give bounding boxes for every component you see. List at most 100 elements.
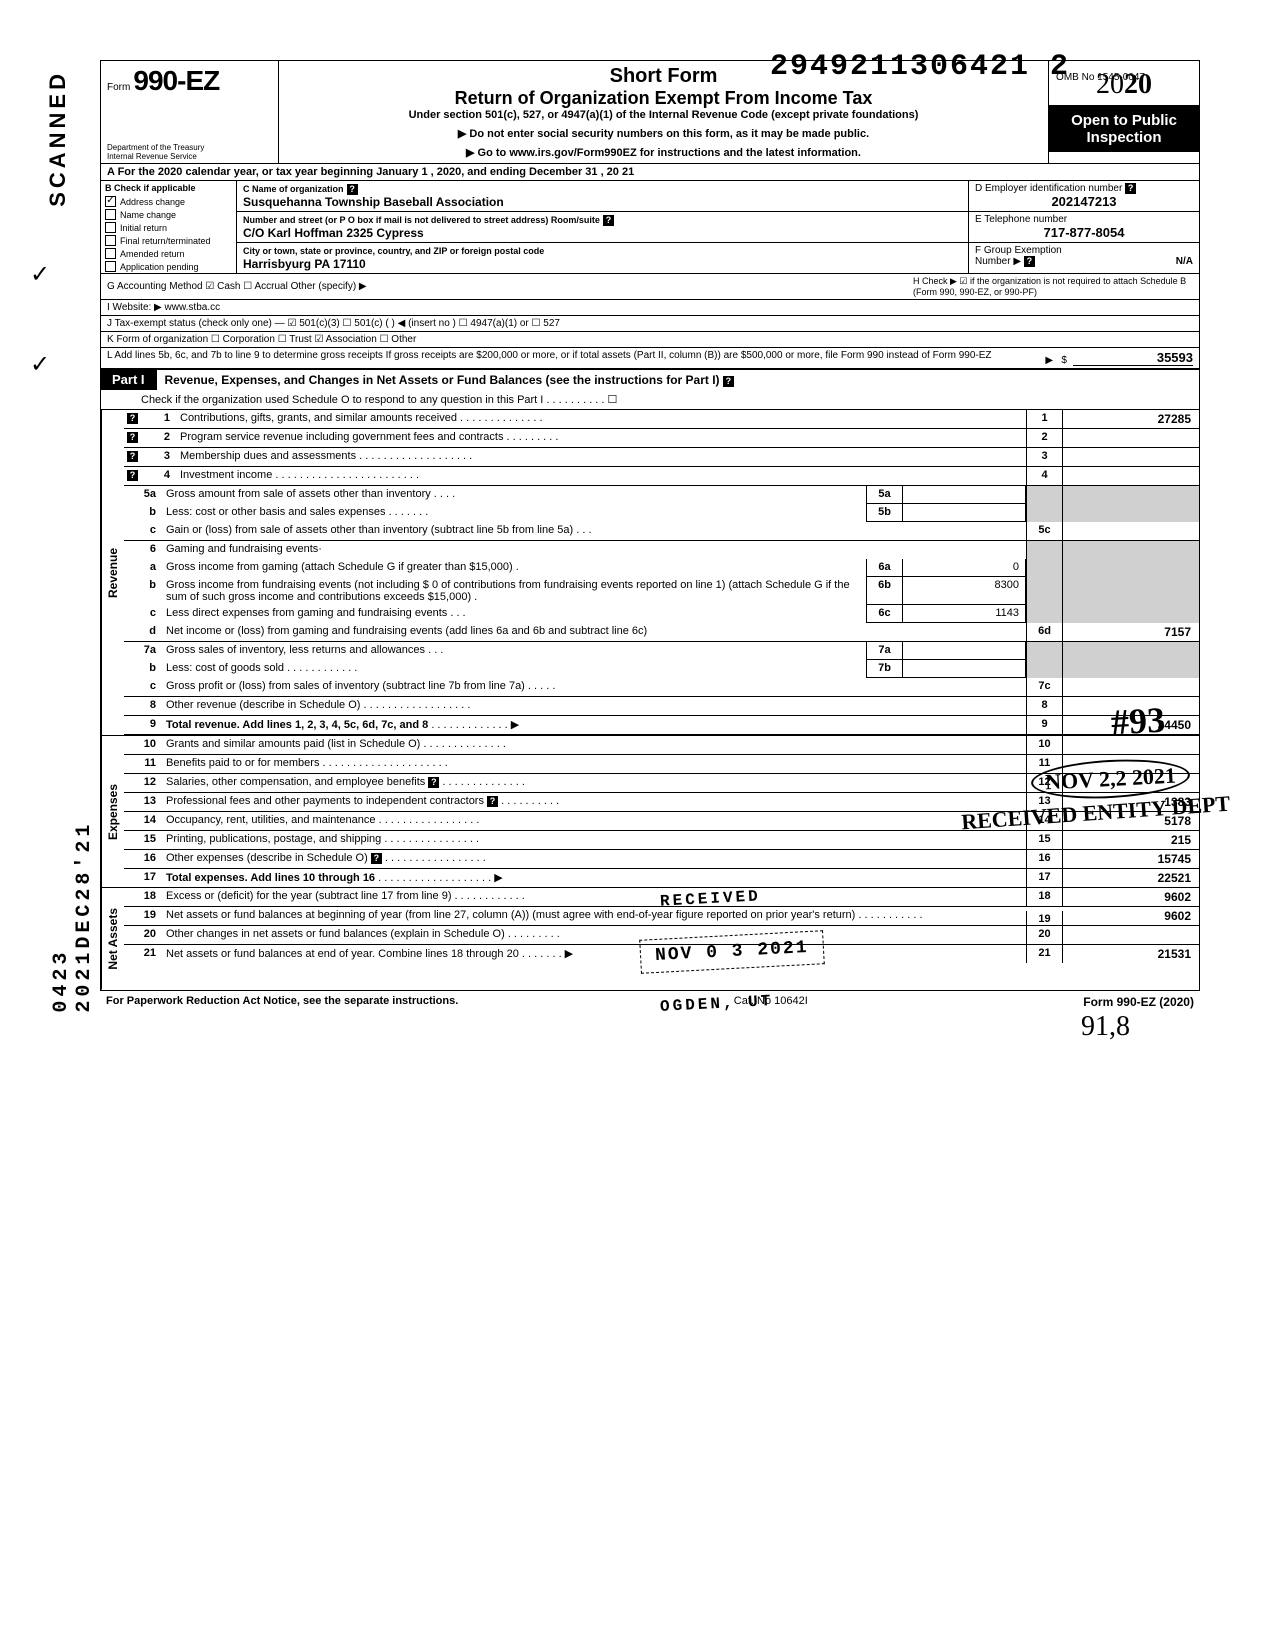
ln6b-rbox xyxy=(1026,577,1063,605)
c-name-label: C Name of organization xyxy=(243,184,344,194)
ln17-val: 22521 xyxy=(1063,869,1199,887)
ln9-box: 9 xyxy=(1026,716,1063,734)
ln16-desc: Other expenses (describe in Schedule O) … xyxy=(162,850,1026,868)
ln5c-val xyxy=(1063,522,1199,540)
dln-vertical: 0423 2021DEC28'21 xyxy=(50,780,96,1013)
ln5b-desc: Less: cost or other basis and sales expe… xyxy=(162,504,866,522)
ln8-desc: Other revenue (describe in Schedule O) .… xyxy=(162,697,1026,715)
ln14-num: 14 xyxy=(124,812,162,830)
help-icon[interactable]: ? xyxy=(723,376,734,387)
org-name: Susquehanna Township Baseball Associatio… xyxy=(243,195,504,209)
e-label: E Telephone number xyxy=(975,214,1067,225)
ln20-num: 20 xyxy=(124,926,162,944)
ln11-num: 11 xyxy=(124,755,162,773)
help-icon[interactable]: ? xyxy=(347,184,358,195)
line-j: J Tax-exempt status (check only one) — ☑… xyxy=(107,318,560,329)
ln20-desc: Other changes in net assets or fund bala… xyxy=(162,926,1026,944)
ln6a-num: a xyxy=(124,559,162,577)
ln7a-mval xyxy=(903,642,1026,660)
ln6c-rbox xyxy=(1026,605,1063,623)
ln7a-rval xyxy=(1063,642,1199,660)
ln2-desc: Program service revenue including govern… xyxy=(176,429,1026,447)
ln7b-mval xyxy=(903,660,1026,678)
l-amount: 35593 xyxy=(1073,350,1193,366)
chk-amended[interactable] xyxy=(105,248,116,259)
form-number: 990-EZ xyxy=(133,65,219,96)
ln19-val: 9602 xyxy=(1063,907,1199,925)
ln6a-desc: Gross income from gaming (attach Schedul… xyxy=(162,559,866,577)
phone: 717-877-8054 xyxy=(975,225,1193,240)
line-g: G Accounting Method ☑ Cash ☐ Accrual Oth… xyxy=(107,281,367,292)
ln7b-desc: Less: cost of goods sold . . . . . . . .… xyxy=(162,660,866,678)
ln6d-num: d xyxy=(124,623,162,641)
open-public: Open to Public Inspection xyxy=(1049,106,1199,152)
part1-header: Part I Revenue, Expenses, and Changes in… xyxy=(100,369,1200,390)
ln9-desc: Total revenue. Add lines 1, 2, 3, 4, 5c,… xyxy=(162,716,1026,734)
ln4-desc: Investment income . . . . . . . . . . . … xyxy=(176,467,1026,485)
ln19-num: 19 xyxy=(124,907,162,925)
ln2-box: 2 xyxy=(1026,429,1063,447)
ln18-box: 18 xyxy=(1026,888,1063,906)
part1-label: Part I xyxy=(100,369,157,390)
ln7a-mbox: 7a xyxy=(866,642,903,660)
help-icon[interactable]: ? xyxy=(487,796,498,807)
ln4-box: 4 xyxy=(1026,467,1063,485)
ln6d-val: 7157 xyxy=(1063,623,1199,641)
b-address: Address change xyxy=(120,197,185,207)
ln17-num: 17 xyxy=(124,869,162,887)
ln3-num: 3 xyxy=(138,448,176,466)
ln6-rbox xyxy=(1026,541,1063,559)
footer-right: Form 990-EZ (2020) xyxy=(1083,995,1194,1009)
help-icon[interactable]: ? xyxy=(127,432,138,443)
ln18-num: 18 xyxy=(124,888,162,906)
ln5c-num: c xyxy=(124,522,162,540)
chk-initial[interactable] xyxy=(105,222,116,233)
ln6b-desc: Gross income from fundraising events (no… xyxy=(162,577,866,605)
help-icon[interactable]: ? xyxy=(428,777,439,788)
ln6c-mval: 1143 xyxy=(903,605,1026,623)
ln16-val: 15745 xyxy=(1063,850,1199,868)
chk-address[interactable]: ✓ xyxy=(105,196,116,207)
ln14-desc: Occupancy, rent, utilities, and maintena… xyxy=(162,812,1026,830)
ln6d-box: 6d xyxy=(1026,623,1063,641)
ssn-warning: ▶ Do not enter social security numbers o… xyxy=(289,127,1038,140)
ln10-box: 10 xyxy=(1026,736,1063,754)
ln6-desc: Gaming and fundraising events· xyxy=(162,541,1026,559)
ln6-num: 6 xyxy=(124,541,162,559)
group-exemption: N/A xyxy=(1176,256,1193,267)
help-icon[interactable]: ? xyxy=(127,470,138,481)
ln21-box: 21 xyxy=(1026,945,1063,963)
chk-name[interactable] xyxy=(105,209,116,220)
f-label2: Number ▶ xyxy=(975,256,1021,267)
help-icon[interactable]: ? xyxy=(1024,256,1035,267)
misc-rows: G Accounting Method ☑ Cash ☐ Accrual Oth… xyxy=(100,274,1200,369)
help-icon[interactable]: ? xyxy=(127,451,138,462)
ln1-num: 1 xyxy=(138,410,176,428)
help-icon[interactable]: ? xyxy=(603,215,614,226)
ln17-box: 17 xyxy=(1026,869,1063,887)
b-pending: Application pending xyxy=(120,262,199,272)
chk-final[interactable] xyxy=(105,235,116,246)
org-addr: C/O Karl Hoffman 2325 Cypress xyxy=(243,226,424,240)
help-icon[interactable]: ? xyxy=(127,413,138,424)
treasury-dept: Department of the Treasury xyxy=(107,143,204,152)
ln15-val: 215 xyxy=(1063,831,1199,849)
c-city-label: City or town, state or province, country… xyxy=(243,246,544,256)
help-icon[interactable]: ? xyxy=(371,853,382,864)
ln10-desc: Grants and similar amounts paid (list in… xyxy=(162,736,1026,754)
ln1-desc: Contributions, gifts, grants, and simila… xyxy=(176,410,1026,428)
ln7c-box: 7c xyxy=(1026,678,1063,696)
ln5a-mval xyxy=(903,486,1026,504)
ln2-num: 2 xyxy=(138,429,176,447)
ln16-box: 16 xyxy=(1026,850,1063,868)
help-icon[interactable]: ? xyxy=(1125,183,1136,194)
ln7c-val xyxy=(1063,678,1199,696)
ln5b-num: b xyxy=(124,504,162,522)
netassets-label: Net Assets xyxy=(101,888,124,990)
ln5c-desc: Gain or (loss) from sale of assets other… xyxy=(162,522,1026,540)
revenue-label: Revenue xyxy=(101,410,124,735)
ln6b-num: b xyxy=(124,577,162,605)
stamp-93: #93 xyxy=(1110,699,1166,744)
chk-pending[interactable] xyxy=(105,261,116,272)
ln5a-num: 5a xyxy=(124,486,162,504)
